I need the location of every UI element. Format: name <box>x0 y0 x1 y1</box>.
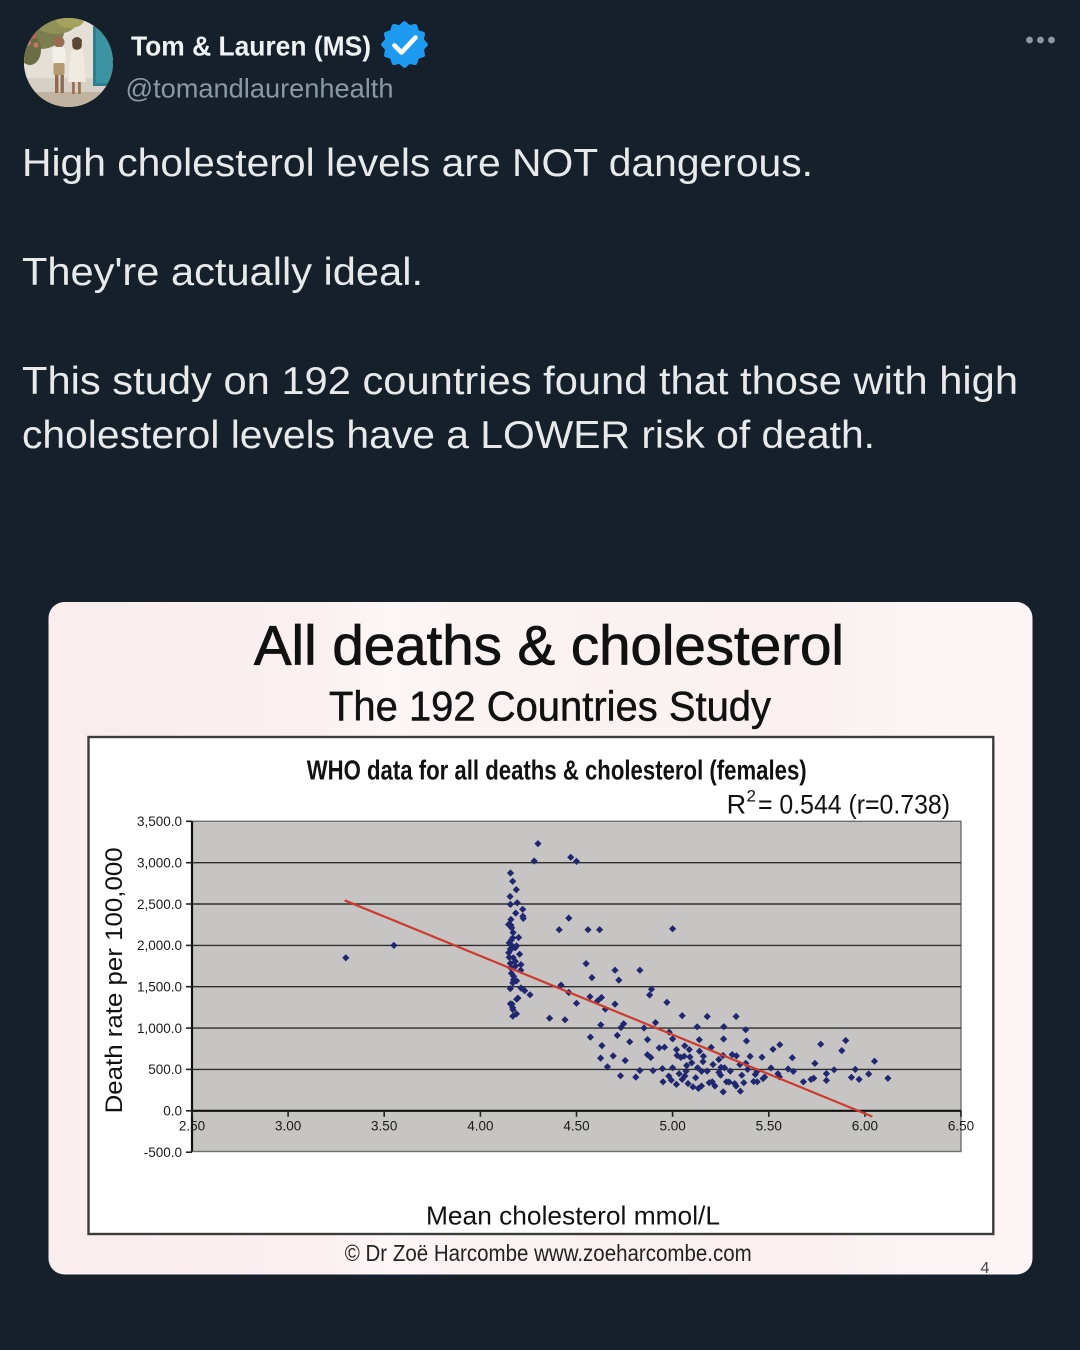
svg-text:2,000.0: 2,000.0 <box>137 938 182 953</box>
svg-text:500.0: 500.0 <box>148 1062 182 1077</box>
svg-text:2.50: 2.50 <box>179 1118 205 1133</box>
svg-text:Mean cholesterol mmol/L: Mean cholesterol mmol/L <box>426 1201 720 1231</box>
svg-text:= 0.544 (r=0.738): = 0.544 (r=0.738) <box>758 790 950 820</box>
svg-text:2,500.0: 2,500.0 <box>137 897 182 912</box>
svg-text:2: 2 <box>747 787 756 806</box>
svg-text:High cholesterol levels are NO: High cholesterol levels are NOT dangerou… <box>22 142 813 185</box>
svg-text:0.0: 0.0 <box>163 1104 182 1119</box>
svg-text:This study on 192 countries fo: This study on 192 countries found that t… <box>22 360 1018 403</box>
svg-text:4.00: 4.00 <box>467 1118 493 1133</box>
svg-text:They're actually ideal.: They're actually ideal. <box>22 251 423 294</box>
svg-text:6.00: 6.00 <box>852 1118 878 1133</box>
svg-text:4: 4 <box>981 1260 990 1277</box>
svg-text:3,000.0: 3,000.0 <box>137 856 182 871</box>
svg-text:cholesterol levels have a LOWE: cholesterol levels have a LOWER risk of … <box>22 414 875 457</box>
svg-text:1,000.0: 1,000.0 <box>137 1021 182 1036</box>
svg-text:Tom & Lauren (MS): Tom & Lauren (MS) <box>131 30 371 61</box>
svg-text:@tomandlaurenhealth: @tomandlaurenhealth <box>126 74 394 104</box>
svg-text:3.00: 3.00 <box>275 1118 301 1133</box>
svg-text:WHO data for all deaths & chol: WHO data for all deaths & cholesterol (f… <box>307 755 807 786</box>
svg-text:All deaths & cholesterol: All deaths & cholesterol <box>254 613 844 676</box>
svg-text:4.50: 4.50 <box>563 1118 589 1133</box>
svg-text:6.50: 6.50 <box>948 1118 974 1133</box>
svg-text:© Dr Zoë Harcombe www.zoeharco: © Dr Zoë Harcombe www.zoeharcombe.com <box>345 1240 752 1266</box>
svg-text:3.50: 3.50 <box>371 1118 397 1133</box>
svg-text:3,500.0: 3,500.0 <box>137 814 182 829</box>
svg-text:5.50: 5.50 <box>756 1118 782 1133</box>
svg-text:R: R <box>727 790 747 820</box>
svg-text:-500.0: -500.0 <box>144 1145 182 1160</box>
svg-text:5.00: 5.00 <box>659 1118 685 1133</box>
svg-text:1,500.0: 1,500.0 <box>137 980 182 995</box>
svg-text:The 192 Countries Study: The 192 Countries Study <box>329 682 771 729</box>
svg-text:Death rate per 100,000: Death rate per 100,000 <box>101 847 128 1113</box>
